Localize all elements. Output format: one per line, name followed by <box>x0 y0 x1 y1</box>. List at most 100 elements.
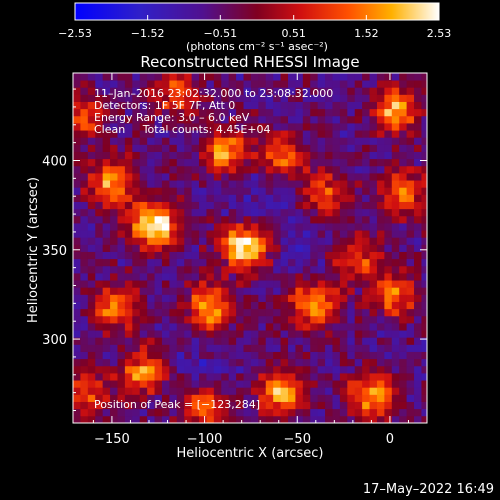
heatmap-cell <box>399 394 408 402</box>
heatmap-cell <box>184 101 193 110</box>
heatmap-cell <box>325 80 333 88</box>
heatmap-cell <box>191 230 200 238</box>
heatmap-cell <box>199 373 207 381</box>
heatmap-cell <box>124 351 133 360</box>
heatmap-cell <box>295 165 304 174</box>
heatmap-cell <box>199 301 207 310</box>
heatmap-cell <box>295 223 304 231</box>
heatmap-cell <box>384 123 393 131</box>
heatmap-cell <box>258 180 267 188</box>
heatmap-cell <box>243 401 252 410</box>
heatmap-cell <box>310 387 319 395</box>
heatmap-cell <box>161 330 170 338</box>
heatmap-cell <box>295 315 304 324</box>
heatmap-cell <box>213 223 222 231</box>
heatmap-cell <box>95 144 104 152</box>
heatmap-cell <box>184 230 193 238</box>
heatmap-cell <box>391 365 400 374</box>
heatmap-cell <box>206 408 215 417</box>
heatmap-cell <box>310 244 319 252</box>
heatmap-cell <box>102 344 111 352</box>
heatmap-cell <box>414 137 422 145</box>
heatmap-cell <box>191 251 200 260</box>
heatmap-cell <box>243 251 252 260</box>
heatmap-cell <box>169 144 178 152</box>
heatmap-cell <box>176 180 185 188</box>
heatmap-cell <box>406 165 415 174</box>
heatmap-cell <box>399 251 408 260</box>
heatmap-cell <box>139 280 148 288</box>
heatmap-cell <box>147 323 155 331</box>
heatmap-cell <box>87 151 96 160</box>
heatmap-cell <box>391 237 400 245</box>
heatmap-cell <box>280 223 289 231</box>
heatmap-cell <box>87 244 96 252</box>
heatmap-cell <box>154 273 163 281</box>
heatmap-cell <box>391 223 400 231</box>
heatmap-cell <box>384 351 393 360</box>
heatmap-cell <box>236 137 244 145</box>
heatmap-cell <box>221 237 230 245</box>
heatmap-cell <box>384 208 393 217</box>
heatmap-cell <box>302 337 311 345</box>
heatmap-cell <box>250 194 259 202</box>
heatmap-cell <box>391 408 400 417</box>
heatmap-cell <box>302 323 311 331</box>
heatmap-cell <box>347 373 356 381</box>
heatmap-cell <box>243 351 252 360</box>
heatmap-cell <box>414 101 422 110</box>
heatmap-cell <box>421 165 427 174</box>
heatmap-cell <box>339 308 348 317</box>
heatmap-cell <box>265 101 274 110</box>
heatmap-cell <box>339 394 348 402</box>
heatmap-cell <box>87 344 96 352</box>
heatmap-cell <box>421 315 427 324</box>
heatmap-cell <box>325 401 333 410</box>
heatmap-cell <box>132 73 141 81</box>
heatmap-cell <box>124 137 133 145</box>
heatmap-cell <box>369 365 378 374</box>
heatmap-cell <box>295 308 304 317</box>
heatmap-cell <box>206 258 215 267</box>
heatmap-cell <box>250 87 259 95</box>
heatmap-cell <box>228 180 237 188</box>
heatmap-cell <box>317 73 326 81</box>
heatmap-cell <box>332 273 341 281</box>
heatmap-cell <box>362 165 370 174</box>
heatmap-cell <box>295 351 304 360</box>
heatmap-cell <box>369 287 378 295</box>
heatmap-cell <box>236 330 244 338</box>
heatmap-cell <box>117 287 126 295</box>
heatmap-cell <box>213 208 222 217</box>
heatmap-cell <box>421 215 427 224</box>
heatmap-cell <box>117 144 126 152</box>
heatmap-cell <box>132 265 141 274</box>
heatmap-cell <box>110 294 118 302</box>
heatmap-cell <box>265 244 274 252</box>
heatmap-cell <box>250 73 259 81</box>
heatmap-cell <box>325 230 333 238</box>
heatmap-cell <box>399 194 408 202</box>
heatmap-cell <box>199 130 207 138</box>
heatmap-cell <box>317 358 326 367</box>
heatmap-cell <box>317 351 326 360</box>
heatmap-cell <box>102 123 111 131</box>
heatmap-cell <box>199 351 207 360</box>
y-axis-label: Heliocentric Y (arcsec) <box>26 177 41 323</box>
heatmap-cell <box>347 251 356 260</box>
heatmap-cell <box>362 73 370 81</box>
heatmap-cell <box>139 108 148 117</box>
heatmap-cell <box>199 358 207 367</box>
heatmap-cell <box>124 144 133 152</box>
heatmap-cell <box>354 94 363 102</box>
heatmap-cell <box>295 180 304 188</box>
heatmap-cell <box>280 158 289 167</box>
heatmap-cell <box>132 373 141 381</box>
heatmap-cell <box>265 73 274 81</box>
heatmap-cell <box>258 394 267 402</box>
heatmap-cell <box>154 165 163 174</box>
heatmap-cell <box>354 323 363 331</box>
heatmap-cell <box>376 237 385 245</box>
heatmap-cell <box>184 151 193 160</box>
heatmap-cell <box>161 380 170 388</box>
